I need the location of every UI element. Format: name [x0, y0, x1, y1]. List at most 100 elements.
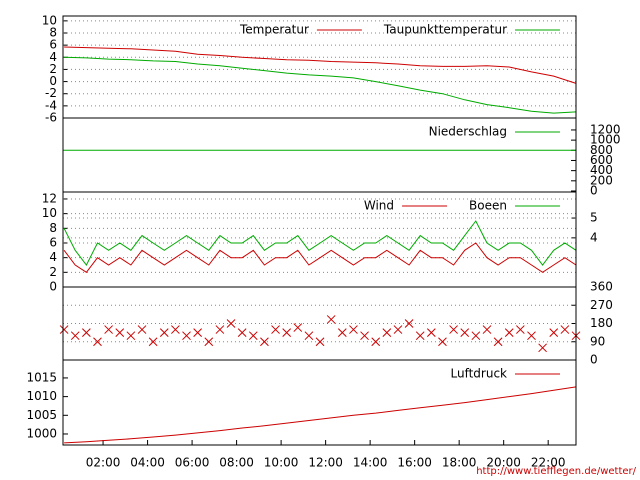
point-marker — [438, 337, 447, 347]
y-tick-label: 6 — [49, 38, 57, 52]
y2-tick-label: 800 — [590, 143, 613, 157]
point-marker — [115, 328, 125, 337]
marker-stroke — [349, 325, 358, 334]
y2-tick-label: 4 — [590, 230, 598, 244]
plot-frame — [62, 359, 577, 446]
point-marker — [382, 328, 392, 337]
point-marker — [426, 328, 436, 337]
marker-stroke — [504, 328, 514, 337]
point-marker — [493, 337, 503, 347]
series-line — [64, 386, 577, 444]
y2-tick-label: 180 — [590, 316, 613, 330]
y-tick-label: 10 — [42, 206, 57, 220]
y-tick-label: 4 — [49, 250, 57, 264]
point-marker — [538, 343, 547, 353]
marker-stroke — [482, 325, 492, 334]
y-tick-label: 2 — [49, 265, 57, 279]
marker-stroke — [426, 328, 436, 337]
point-marker — [215, 325, 225, 334]
marker-stroke — [382, 328, 392, 337]
marker-stroke — [171, 325, 180, 334]
y2-tick-label: 270 — [590, 298, 613, 312]
marker-stroke — [516, 325, 525, 334]
y-tick-label: 12 — [42, 191, 57, 205]
y-tick-label: 1000 — [26, 426, 57, 440]
point-marker — [70, 331, 80, 341]
point-marker — [516, 325, 525, 334]
marker-stroke — [248, 331, 258, 341]
marker-stroke — [182, 331, 191, 341]
point-marker — [148, 337, 158, 347]
point-marker — [337, 328, 347, 337]
marker-stroke — [304, 331, 314, 341]
point-marker — [326, 315, 336, 324]
x-tick-label: 04:00 — [130, 456, 165, 470]
y2-tick-label: 400 — [590, 163, 613, 177]
point-marker — [126, 331, 136, 341]
series-line — [64, 56, 577, 114]
point-marker — [293, 323, 303, 332]
point-marker — [549, 328, 559, 337]
legend-label: Wind — [364, 199, 394, 213]
marker-stroke — [549, 328, 559, 337]
point-marker — [237, 328, 247, 337]
marker-stroke — [282, 328, 292, 337]
marker-stroke — [404, 319, 414, 328]
y-tick-label: 1005 — [26, 408, 57, 422]
x-tick-label: 08:00 — [219, 456, 254, 470]
point-marker — [527, 331, 536, 341]
y-tick-label: 1015 — [26, 370, 57, 384]
marker-stroke — [438, 337, 447, 347]
legend-label: Luftdruck — [450, 367, 507, 381]
point-marker — [371, 337, 381, 347]
x-tick-label: 14:00 — [353, 456, 388, 470]
marker-stroke — [70, 331, 80, 341]
marker-stroke — [393, 325, 403, 334]
point-marker — [193, 328, 203, 337]
y-tick-label: -6 — [45, 111, 57, 125]
y-tick-label: -4 — [45, 98, 57, 112]
x-tick-label: 16:00 — [397, 456, 432, 470]
marker-stroke — [226, 319, 236, 328]
marker-stroke — [337, 328, 347, 337]
x-tick-label: 10:00 — [264, 456, 299, 470]
y-tick-label: 0 — [49, 280, 57, 294]
marker-stroke — [471, 331, 481, 341]
marker-stroke — [271, 325, 280, 334]
y-tick-label: 10 — [42, 13, 57, 27]
marker-stroke — [538, 343, 547, 353]
point-marker — [171, 325, 180, 334]
legend-label: Taupunkttemperatur — [383, 23, 507, 37]
marker-stroke — [360, 331, 369, 341]
marker-stroke — [215, 325, 225, 334]
point-marker — [304, 331, 314, 341]
point-marker — [82, 328, 91, 337]
point-marker — [271, 325, 280, 334]
y2-tick-label: 200 — [590, 173, 613, 187]
marker-stroke — [415, 331, 425, 341]
marker-stroke — [115, 328, 125, 337]
y-tick-label: 8 — [49, 221, 57, 235]
y2-tick-label: 1000 — [590, 133, 621, 147]
y-tick-label: -2 — [45, 86, 57, 100]
y2-tick-label: 90 — [590, 334, 605, 348]
point-marker — [471, 331, 481, 341]
marker-stroke — [293, 323, 303, 332]
point-marker — [104, 325, 113, 334]
marker-stroke — [93, 337, 102, 347]
point-marker — [282, 328, 292, 337]
point-marker — [349, 325, 358, 334]
point-marker — [93, 337, 102, 347]
marker-stroke — [126, 331, 136, 341]
point-marker — [182, 331, 191, 341]
point-marker — [226, 319, 236, 328]
y-tick-label: 6 — [49, 235, 57, 249]
marker-stroke — [493, 337, 503, 347]
point-marker — [59, 325, 69, 334]
point-marker — [415, 331, 425, 341]
point-marker — [404, 319, 414, 328]
marker-stroke — [193, 328, 203, 337]
marker-stroke — [371, 337, 381, 347]
point-marker — [560, 325, 570, 334]
